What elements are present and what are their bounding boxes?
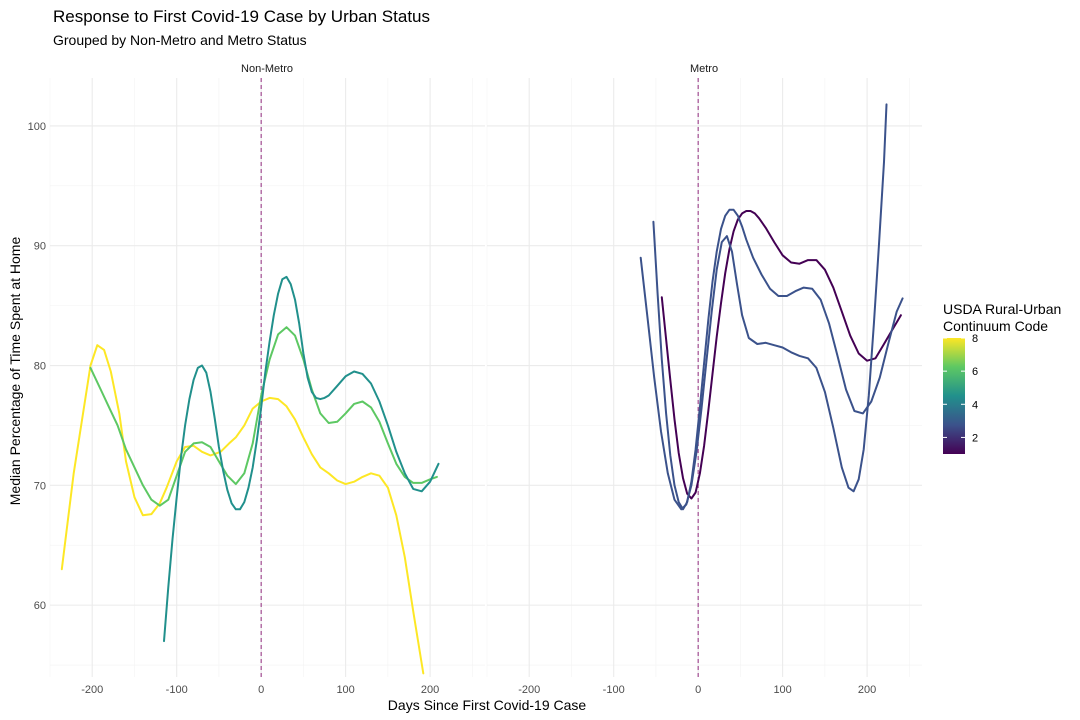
panel-strip-label: Non-Metro <box>241 63 293 75</box>
legend-title-line1: USDA Rural-Urban <box>943 301 1061 317</box>
x-tick-label: -100 <box>166 684 188 696</box>
legend-colorbar <box>943 338 965 454</box>
panel-metro: Metro -200 -100 0 100 200 <box>486 63 922 696</box>
panel-series-group <box>60 275 440 675</box>
series-line-code-3 <box>639 103 888 511</box>
panel-strip-label: Metro <box>690 63 718 75</box>
panel-grid <box>486 78 922 677</box>
legend-tick-label: 8 <box>972 333 978 345</box>
legend-title-line2: Continuum Code <box>943 318 1048 334</box>
legend-tick-label: 4 <box>972 399 978 411</box>
chart-subtitle: Grouped by Non-Metro and Metro Status <box>53 32 307 48</box>
x-tick-label: -100 <box>603 684 625 696</box>
x-tick-label: 200 <box>858 684 876 696</box>
y-tick-labels: 60 70 80 90 100 <box>28 121 46 612</box>
y-tick-label: 60 <box>34 600 46 612</box>
x-tick-label: 100 <box>773 684 791 696</box>
x-tick-label: 0 <box>258 684 264 696</box>
x-tick-label: 200 <box>421 684 439 696</box>
y-tick-label: 80 <box>34 361 46 373</box>
series-line-code-8 <box>60 344 425 675</box>
y-tick-label: 90 <box>34 241 46 253</box>
legend-tick-label: 2 <box>972 432 978 444</box>
x-tick-labels: -200 -100 0 100 200 <box>518 684 876 696</box>
chart-title: Response to First Covid-19 Case by Urban… <box>53 7 430 26</box>
legend-tick-label: 6 <box>972 366 978 378</box>
panel-grid <box>49 78 485 677</box>
color-legend: USDA Rural-Urban Continuum Code 2 4 6 8 <box>943 301 1061 454</box>
y-axis-title: Median Percentage of Time Spent at Home <box>7 237 23 506</box>
y-tick-label: 70 <box>34 480 46 492</box>
x-tick-label: -200 <box>518 684 540 696</box>
x-tick-label: 100 <box>336 684 354 696</box>
legend-ticks: 2 4 6 8 <box>943 333 978 444</box>
x-tick-label: -200 <box>81 684 103 696</box>
series-line-code-5 <box>163 275 440 643</box>
panel-non-metro: Non-Metro -200 -100 0 100 200 <box>49 63 485 696</box>
series-line-code-1 <box>660 210 902 500</box>
y-tick-label: 100 <box>28 121 46 133</box>
x-tick-label: 0 <box>695 684 701 696</box>
x-tick-labels: -200 -100 0 100 200 <box>81 684 439 696</box>
x-axis-title: Days Since First Covid-19 Case <box>388 697 587 713</box>
panel-series-group <box>639 103 904 511</box>
